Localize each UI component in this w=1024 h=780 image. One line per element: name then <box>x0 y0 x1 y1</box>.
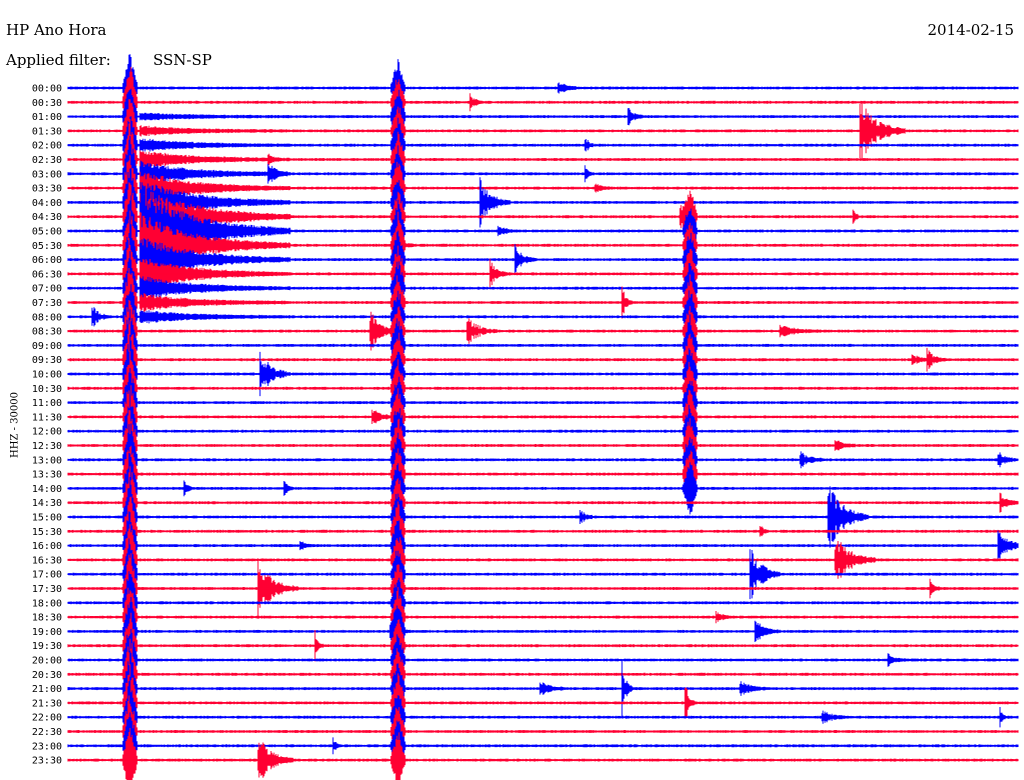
tick-label: 21:00 <box>32 684 62 695</box>
tick-label: 07:00 <box>32 284 62 295</box>
tick-label-group: 00:00 00:30 01:00 01:30 02:00 02:30 03:00 03:30… <box>32 84 62 767</box>
filter-label: Applied filter: <box>6 51 111 69</box>
tick-label: 10:00 <box>32 370 62 381</box>
tick-label: 19:00 <box>32 627 62 638</box>
trace-row <box>67 728 1019 780</box>
tick-label: 20:30 <box>32 670 62 681</box>
tick-label: 07:30 <box>32 298 62 309</box>
tick-label: 00:00 <box>32 84 62 95</box>
tick-label: 09:30 <box>32 355 62 366</box>
tick-label: 02:00 <box>32 141 62 152</box>
tick-label: 12:00 <box>32 427 62 438</box>
tick-label: 08:30 <box>32 327 62 338</box>
tick-label: 01:30 <box>32 126 62 137</box>
tick-label: 19:30 <box>32 641 62 652</box>
tick-label: 08:00 <box>32 312 62 323</box>
tick-label: 20:00 <box>32 656 62 667</box>
tick-label: 05:00 <box>32 227 62 238</box>
tick-label: 16:30 <box>32 555 62 566</box>
tick-label: 03:30 <box>32 184 62 195</box>
tick-label: 02:30 <box>32 155 62 166</box>
tick-label: 13:30 <box>32 470 62 481</box>
tick-label: 17:00 <box>32 570 62 581</box>
tick-label: 21:30 <box>32 698 62 709</box>
tick-label: 00:30 <box>32 98 62 109</box>
tick-label: 18:30 <box>32 613 62 624</box>
tick-label: 03:00 <box>32 169 62 180</box>
tick-label: 04:00 <box>32 198 62 209</box>
tick-label: 15:30 <box>32 527 62 538</box>
tick-label: 22:30 <box>32 727 62 738</box>
tick-label: 12:30 <box>32 441 62 452</box>
trace-group <box>67 54 1019 780</box>
tick-label: 23:00 <box>32 741 62 752</box>
tick-label: 04:30 <box>32 212 62 223</box>
tick-label: 13:00 <box>32 455 62 466</box>
tick-label: 18:00 <box>32 598 62 609</box>
tick-label: 01:00 <box>32 112 62 123</box>
date-label: 2014-02-15 <box>927 21 1014 39</box>
tick-label: 14:00 <box>32 484 62 495</box>
tick-label: 16:00 <box>32 541 62 552</box>
tick-label: 06:30 <box>32 269 62 280</box>
tick-label: 23:30 <box>32 756 62 767</box>
tick-label: 22:00 <box>32 713 62 724</box>
tick-label: 14:30 <box>32 498 62 509</box>
tick-label: 05:30 <box>32 241 62 252</box>
tick-label: 17:30 <box>32 584 62 595</box>
filter-value: SSN-SP <box>153 51 212 69</box>
tick-label: 15:00 <box>32 513 62 524</box>
tick-label: 11:00 <box>32 398 62 409</box>
station-title: HP Ano Hora <box>6 21 107 39</box>
tick-label: 06:00 <box>32 255 62 266</box>
tick-label: 10:30 <box>32 384 62 395</box>
tick-label: 09:00 <box>32 341 62 352</box>
tick-label: 11:30 <box>32 412 62 423</box>
